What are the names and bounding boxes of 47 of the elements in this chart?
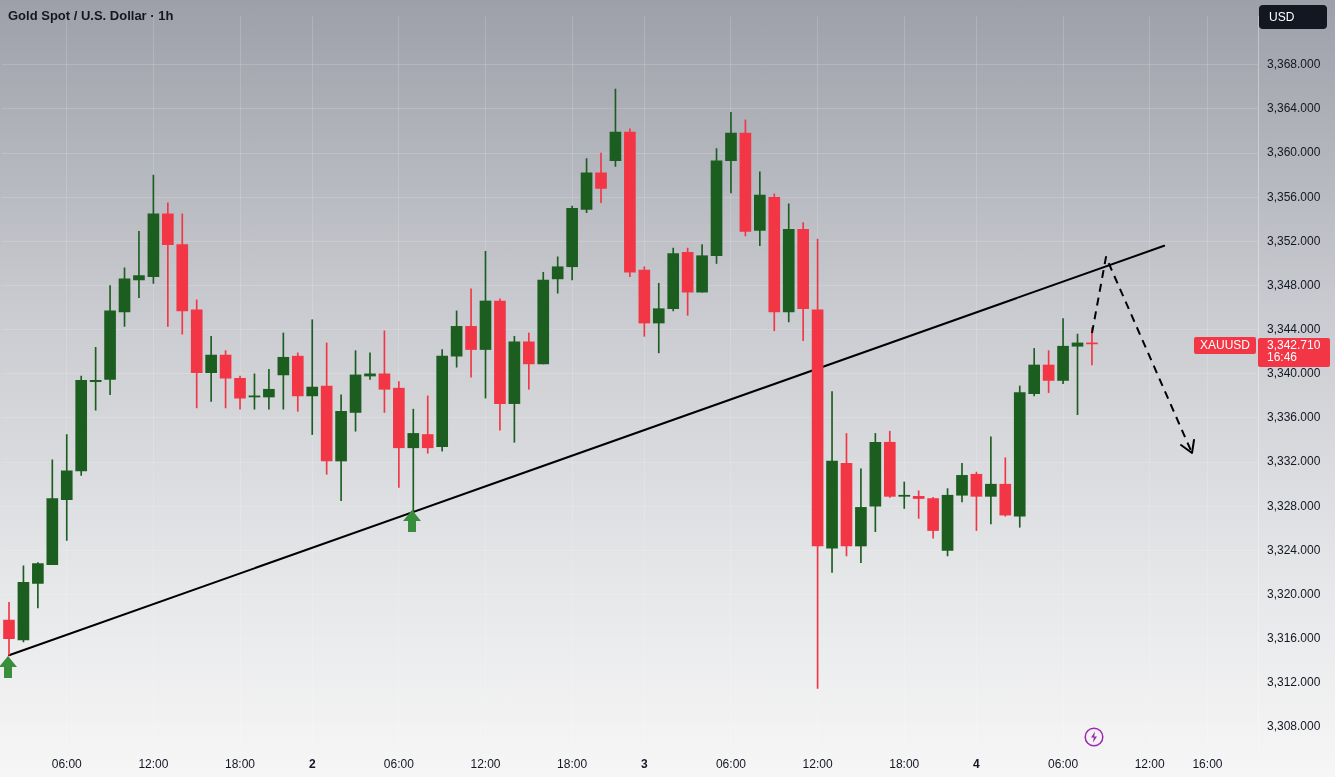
x-tick-label: 12:00	[138, 756, 169, 771]
text: 3,342.710	[1267, 338, 1321, 353]
y-tick-label: 3,356.000	[1267, 189, 1321, 204]
y-tick-label: 3,352.000	[1267, 233, 1321, 248]
candlestick	[407, 408, 420, 513]
chart-title: Gold Spot / U.S. Dollar · 1h	[8, 8, 174, 24]
y-axis-title: USD	[1259, 5, 1327, 29]
y-tick-label: 3,328.000	[1267, 498, 1321, 513]
x-tick-label: 06:00	[383, 756, 415, 771]
candlestick	[898, 481, 911, 509]
x-tick-label: 16:00	[1192, 756, 1223, 771]
x-tick-label: 12:00	[470, 756, 501, 771]
y-tick-label: 3,320.000	[1267, 586, 1321, 601]
candlestick	[421, 395, 434, 454]
x-tick-label: 4	[973, 756, 981, 771]
y-tick-label: 3,364.000	[1267, 101, 1321, 116]
x-tick-label: 06:00	[1048, 756, 1079, 771]
x-tick-label: 18:00	[889, 756, 920, 771]
candlestick	[306, 319, 319, 435]
y-tick-label: 3,312.000	[1267, 675, 1321, 690]
x-tick-label: 3	[640, 756, 648, 771]
x-tick-label: 12:00	[802, 756, 833, 771]
candlestick	[985, 436, 997, 525]
y-tick-label: 3,308.000	[1267, 719, 1321, 734]
annotation: XAUUSD	[1199, 337, 1251, 352]
candlestick	[263, 369, 275, 410]
x-tick-label: 18:00	[225, 756, 256, 771]
y-tick-label: 3,344.000	[1267, 321, 1321, 336]
y-tick-label: 3,348.000	[1267, 277, 1321, 292]
y-tick-label: 3,336.000	[1267, 410, 1321, 425]
candlestick	[133, 231, 145, 298]
x-tick-label: 06:00	[715, 756, 747, 771]
y-tick-label: 3,324.000	[1267, 542, 1321, 557]
y-tick-label: 3,332.000	[1267, 454, 1321, 469]
y-tick-label: 3,368.000	[1267, 57, 1321, 72]
x-tick-label: 18:00	[557, 756, 588, 771]
candlestick	[652, 282, 665, 354]
y-tick-label: 3,340.000	[1267, 366, 1321, 381]
candlestick	[364, 352, 376, 380]
text: 16:46	[1267, 350, 1298, 365]
candlestick	[162, 202, 174, 327]
y-tick-label: 3,316.000	[1267, 631, 1321, 646]
x-tick-label: 2	[308, 756, 316, 771]
y-tick-label: 3,360.000	[1267, 145, 1321, 160]
x-tick-label: 06:00	[51, 756, 83, 771]
x-tick-label: 12:00	[1134, 756, 1166, 771]
candlestick	[912, 490, 925, 519]
